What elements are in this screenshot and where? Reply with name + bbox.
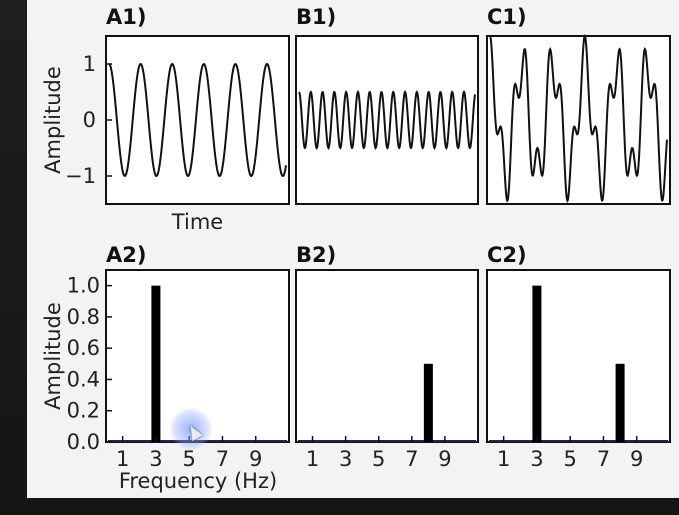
x-tick-label-a2: 3 [149, 447, 162, 471]
y-tick-label-a2: 0.8 [67, 305, 100, 329]
panel-label-c1: C1) [487, 5, 527, 29]
x-tick-label-b2: 7 [405, 447, 418, 471]
y-tick-label-a1: −1 [65, 164, 96, 188]
panel-label-b2: B2) [296, 243, 336, 267]
spectrum-bar-c2 [532, 285, 542, 442]
y-tick-label-a2: 1.0 [67, 274, 100, 298]
plot-frame-c2 [486, 269, 671, 443]
x-tick-label-c2: 1 [497, 447, 510, 471]
y-tick-label-a2: 0.2 [67, 399, 100, 423]
x-axis-title-frequency: Frequency (Hz) [119, 469, 277, 493]
y-tick-label-a1: 0 [83, 108, 96, 132]
panel-label-a1: A1) [106, 5, 146, 29]
y-axis-title-time: Amplitude [41, 66, 65, 174]
panel-label-c2: C2) [487, 243, 527, 267]
spectrum-bar-b2 [423, 363, 433, 442]
x-tick-label-a2: 5 [182, 447, 195, 471]
x-tick-label-a2: 9 [249, 447, 262, 471]
x-tick-label-a2: 7 [216, 447, 229, 471]
panel-label-b1: B1) [296, 5, 336, 29]
y-tick-label-a2: 0.0 [67, 430, 100, 454]
x-tick-label-c2: 3 [530, 447, 543, 471]
spectrum-bar-a2 [151, 285, 161, 442]
x-tick-label-b2: 3 [339, 447, 352, 471]
x-axis-title-time: Time [171, 210, 223, 234]
signal-line-a1 [108, 62, 287, 178]
plot-frame-b1 [295, 35, 479, 205]
x-tick-label-b2: 5 [372, 447, 385, 471]
y-tick-label-a2: 0.4 [67, 367, 100, 391]
plot-frame-b2 [295, 269, 479, 443]
cursor-highlight [170, 408, 212, 450]
signal-line-b1 [298, 89, 476, 150]
y-tick-label-a2: 0.6 [67, 336, 100, 360]
panel-label-a2: A2) [106, 243, 146, 267]
y-axis-title-frequency: Amplitude [41, 302, 65, 410]
x-tick-label-c2: 9 [630, 447, 643, 471]
x-tick-label-a2: 1 [116, 447, 129, 471]
x-tick-label-b2: 1 [306, 447, 319, 471]
y-tick-label-a1: 1 [83, 52, 96, 76]
x-tick-label-c2: 5 [563, 447, 576, 471]
signal-line-c1 [489, 34, 668, 203]
x-tick-label-c2: 7 [597, 447, 610, 471]
spectrum-bar-c2 [615, 363, 625, 442]
x-tick-label-b2: 9 [438, 447, 451, 471]
